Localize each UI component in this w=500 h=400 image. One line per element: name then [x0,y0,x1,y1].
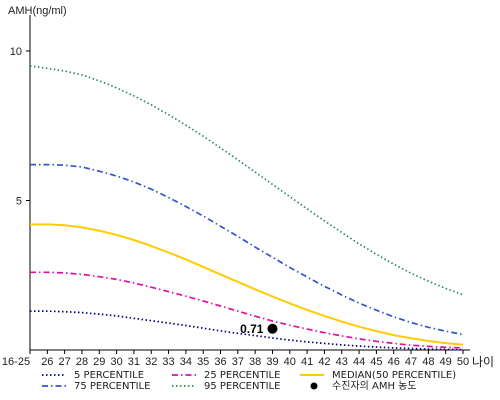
x-tick-label: 43 [336,356,348,368]
patient-marker-group: 0.71 [240,322,278,336]
series-line-75-percentile [30,163,464,336]
x-tick-label: 26 [41,356,53,368]
x-tick-label: 45 [370,356,382,368]
x-axis-unit-label: 나이 [472,355,494,369]
x-tick-label: 33 [162,356,174,368]
series-line-median-50-percentile [30,223,464,346]
x-tick-label: 41 [301,356,313,368]
series-line-5-percentile [30,310,464,351]
x-tick-label: 44 [353,356,365,368]
y-tick-label: 10 [10,46,22,58]
y-axis-title: AMH(ng/ml) [8,5,67,17]
x-tick-label: 37 [232,356,244,368]
chart-axes: AMH(ng/ml) 나이 [8,5,494,369]
x-tick-label: 32 [145,356,157,368]
x-tick-label: 40 [284,356,296,368]
y-tick-label: 5 [16,196,22,208]
x-tick-label: 28 [76,356,88,368]
x-tick-label: 27 [59,356,71,368]
x-tick-label: 29 [93,356,105,368]
legend-marker-label: 수진자의 AMH 농도 [332,380,417,392]
patient-amh-marker [267,323,278,334]
series-line-95-percentile [29,65,464,296]
series-lines [29,65,464,351]
x-tick-label: 42 [318,356,330,368]
x-tick-label: 16-25 [2,356,30,368]
legend-label: 95 PERCENTILE [204,381,280,392]
x-tick-label: 47 [405,356,417,368]
x-tick-label: 38 [249,356,261,368]
x-tick-label: 48 [422,356,434,368]
y-axis-ticks: 5 10 [10,46,30,208]
x-tick-label: 49 [440,356,452,368]
x-tick-label: 36 [214,356,226,368]
series-line-25-percentile [30,271,464,349]
x-tick-label: 35 [197,356,209,368]
x-tick-label: 31 [128,356,140,368]
x-tick-label: 34 [180,356,192,368]
x-tick-label: 50 [457,356,469,368]
legend-label: 25 PERCENTILE [204,370,280,381]
x-tick-label: 39 [266,356,278,368]
legend-label: MEDIAN(50 PERCENTILE) [332,370,456,381]
x-tick-label: 46 [388,356,400,368]
legend-marker-swatch [310,382,318,390]
legend-label: 5 PERCENTILE [74,370,144,381]
x-tick-label: 30 [110,356,122,368]
x-axis-ticks: 16-25 26 27 28 29 30 31 32 33 34 35 36 37 38 39 40 41 42 4… [2,350,469,368]
legend: 5 PERCENTILE 25 PERCENTILE MEDIAN(50 PERCE… [42,370,456,392]
legend-label: 75 PERCENTILE [74,381,150,392]
patient-amh-value-label: 0.71 [240,322,264,336]
